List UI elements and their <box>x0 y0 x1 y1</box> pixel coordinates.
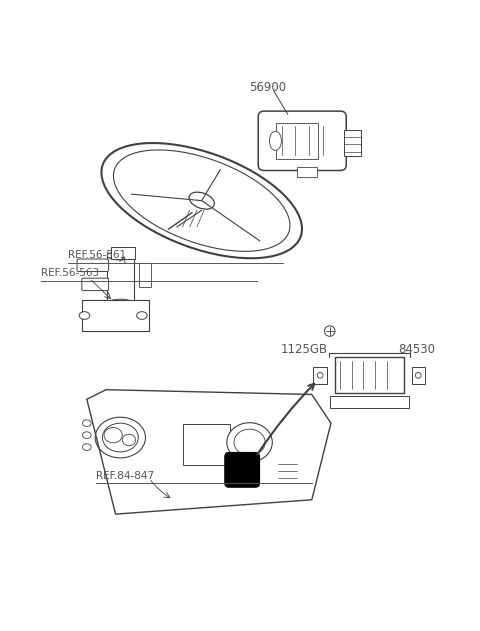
Ellipse shape <box>189 192 215 209</box>
Text: 84530: 84530 <box>398 343 435 356</box>
FancyBboxPatch shape <box>411 367 425 384</box>
Text: 1125GB: 1125GB <box>281 343 328 356</box>
Ellipse shape <box>234 429 265 456</box>
Ellipse shape <box>83 420 91 427</box>
Ellipse shape <box>95 417 145 458</box>
Ellipse shape <box>104 427 122 443</box>
FancyBboxPatch shape <box>344 130 361 156</box>
Ellipse shape <box>83 444 91 451</box>
FancyBboxPatch shape <box>140 263 152 286</box>
Ellipse shape <box>415 372 421 378</box>
Ellipse shape <box>83 432 91 439</box>
Ellipse shape <box>227 423 272 462</box>
FancyBboxPatch shape <box>335 357 404 393</box>
Text: 56900: 56900 <box>250 81 287 95</box>
Ellipse shape <box>107 299 133 308</box>
Ellipse shape <box>269 131 281 150</box>
FancyBboxPatch shape <box>111 247 135 259</box>
FancyBboxPatch shape <box>330 396 408 408</box>
FancyBboxPatch shape <box>107 256 133 304</box>
FancyBboxPatch shape <box>82 300 149 331</box>
Ellipse shape <box>324 326 335 336</box>
FancyBboxPatch shape <box>276 123 319 159</box>
Ellipse shape <box>122 434 136 445</box>
FancyBboxPatch shape <box>82 278 108 291</box>
Text: REF.56-563: REF.56-563 <box>41 268 99 278</box>
Ellipse shape <box>107 251 133 260</box>
Ellipse shape <box>113 150 290 251</box>
Text: REF.56-561: REF.56-561 <box>68 251 126 261</box>
FancyBboxPatch shape <box>182 425 230 465</box>
Ellipse shape <box>101 143 302 258</box>
FancyBboxPatch shape <box>258 111 346 170</box>
Ellipse shape <box>317 372 323 378</box>
FancyBboxPatch shape <box>313 367 327 384</box>
Ellipse shape <box>102 423 138 452</box>
Ellipse shape <box>137 312 147 319</box>
FancyBboxPatch shape <box>224 452 260 488</box>
FancyBboxPatch shape <box>298 167 317 177</box>
Text: REF.84-847: REF.84-847 <box>96 471 155 481</box>
FancyBboxPatch shape <box>77 259 108 271</box>
Ellipse shape <box>79 312 90 319</box>
